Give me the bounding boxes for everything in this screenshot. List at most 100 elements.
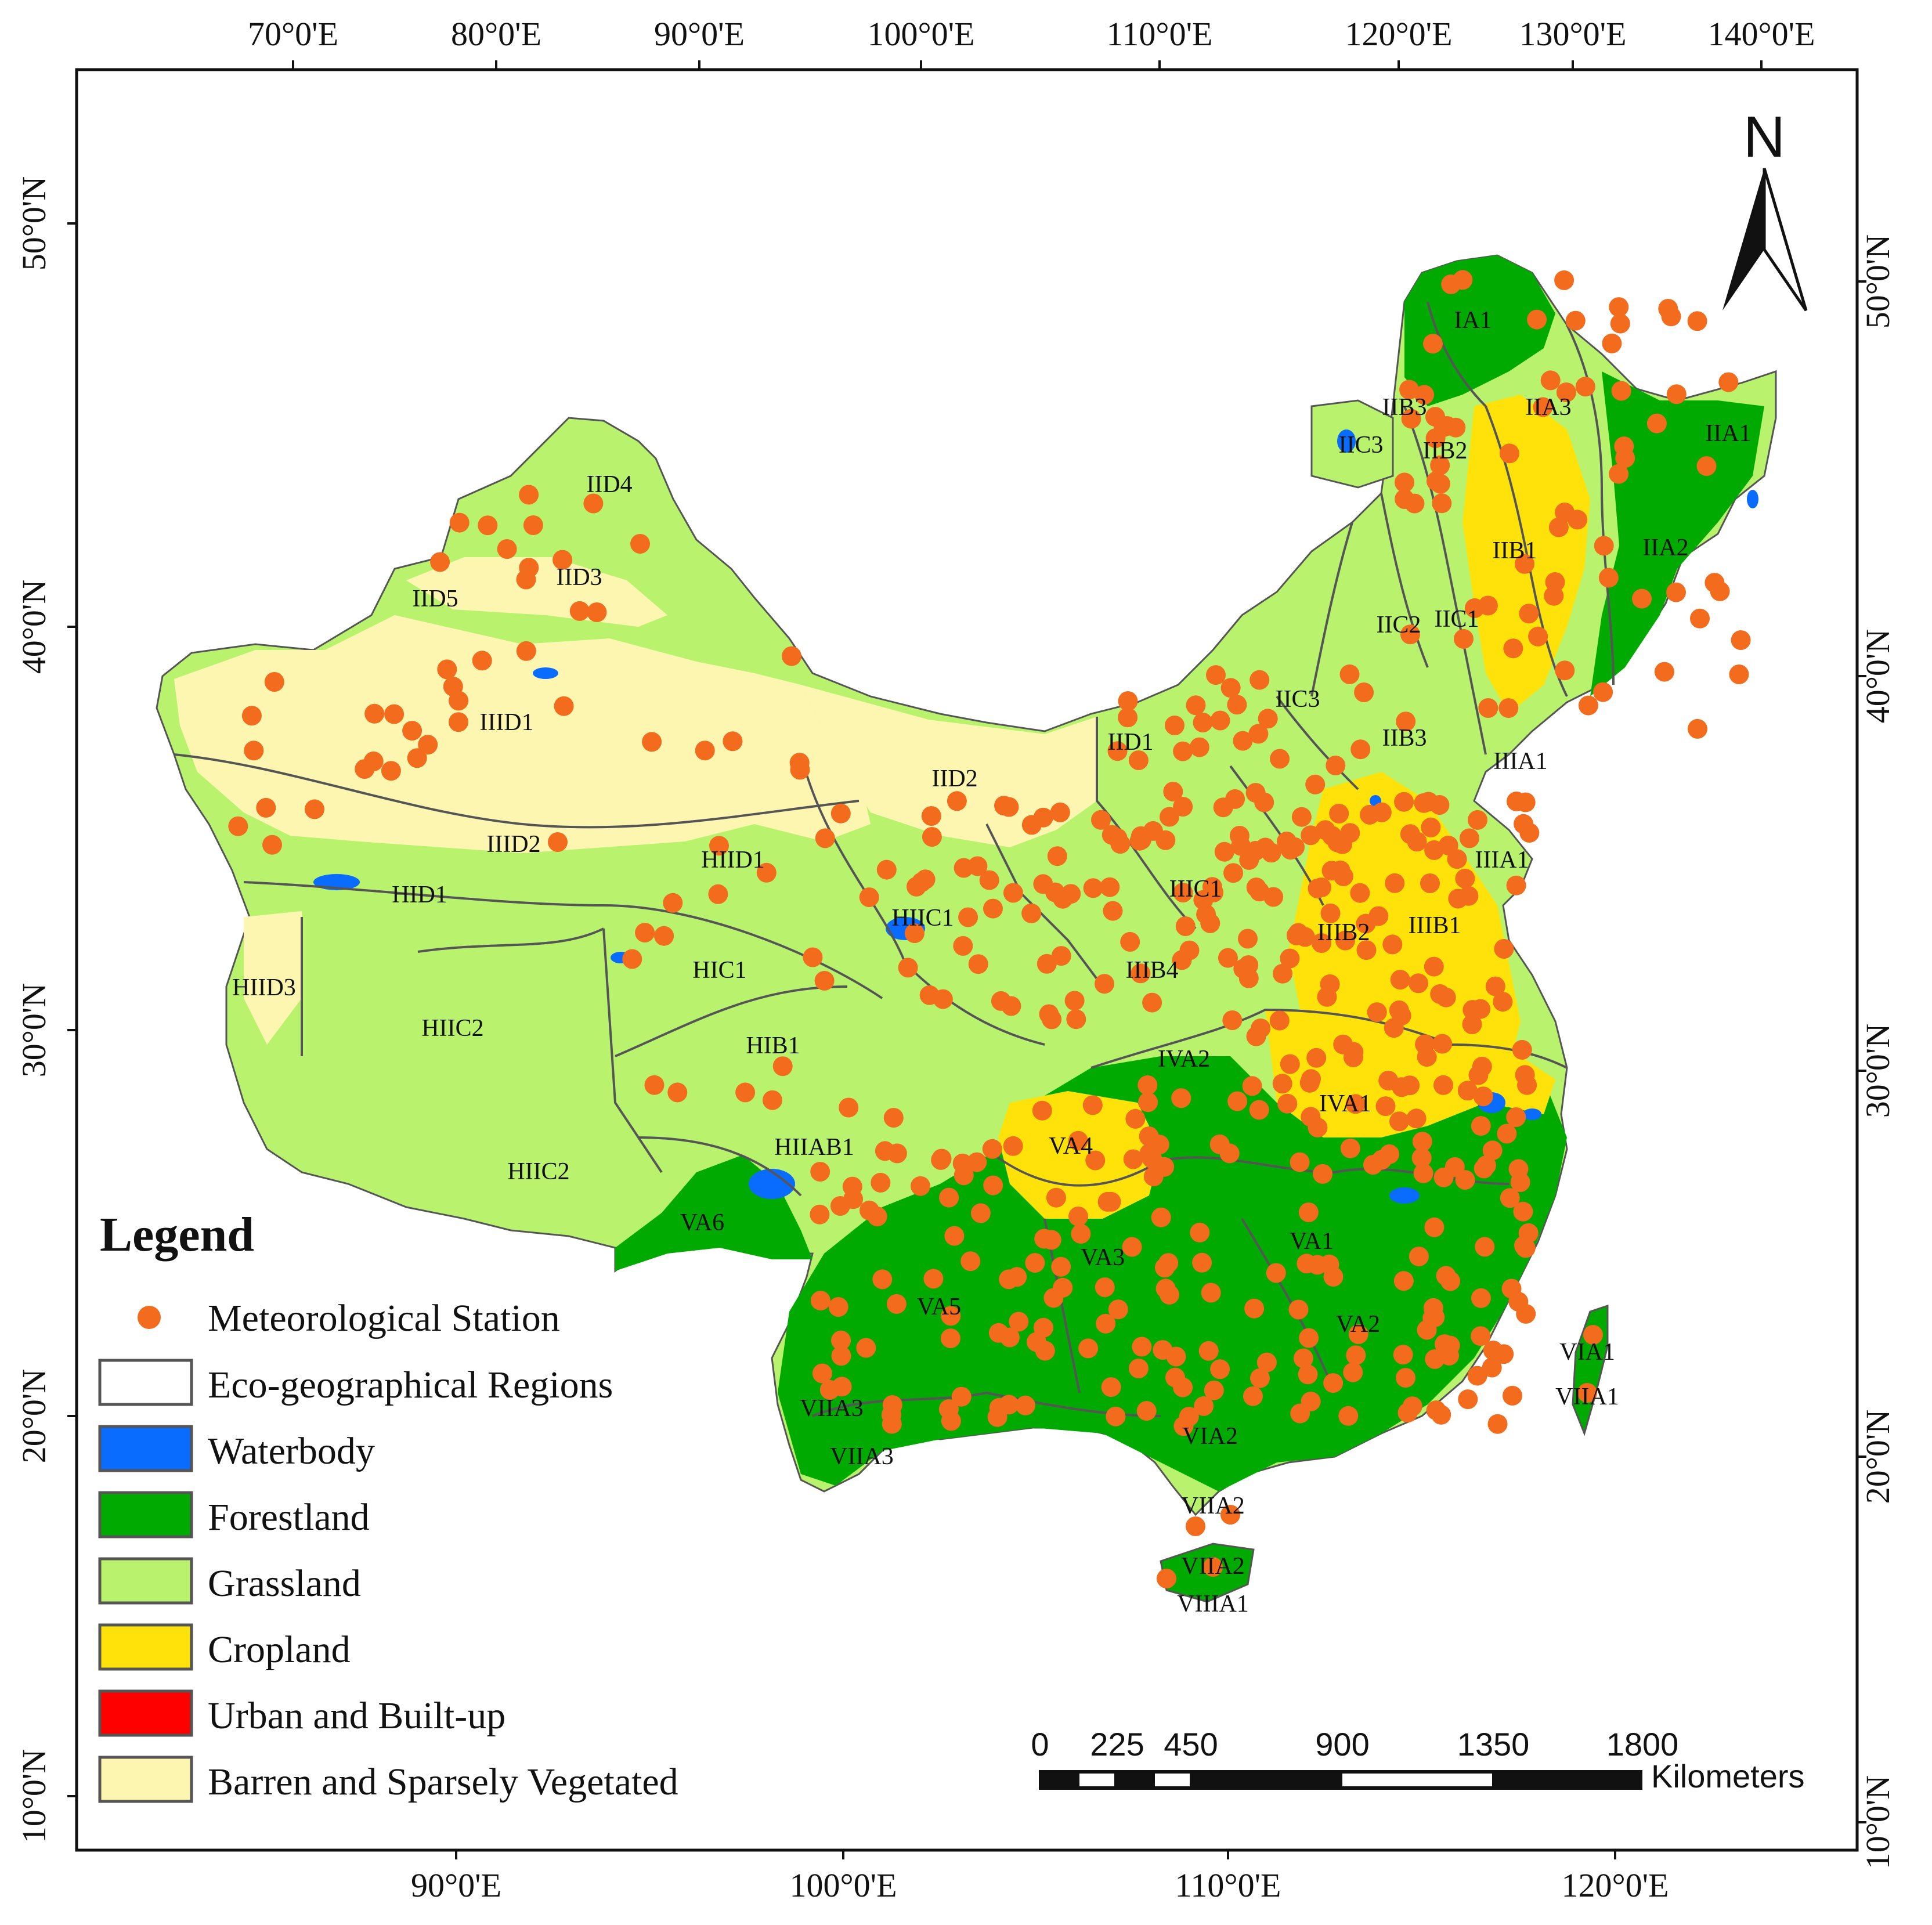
station-point [1220,1505,1240,1525]
station-point [1632,588,1652,609]
legend-item-forestland: Forestland [208,1496,370,1538]
station-point [1155,830,1176,850]
station-point [856,1338,876,1358]
station-point [814,970,835,991]
right-lat-label: 40°0'N [1859,629,1897,724]
station-point [1430,455,1450,475]
station-point [1242,1076,1262,1096]
station-point [642,732,662,752]
station-point [1413,1163,1433,1183]
station-point [262,835,282,855]
station-point [1246,877,1266,898]
station-point [1171,1088,1191,1108]
right-lat-label: 10°0'N [1859,1775,1897,1870]
station-point [635,923,655,943]
station-point [1420,873,1440,893]
station-point [1173,741,1193,761]
station-point [1301,1391,1321,1411]
station-point [923,1269,944,1289]
station-point [1554,270,1575,290]
region-label: IIID2 [486,831,540,858]
scale-label-1800: 1800 [1606,1726,1679,1763]
right-lat-label: 20°0'N [1859,1410,1897,1504]
region-label: HIID1 [701,847,765,873]
station-point [1646,413,1667,434]
station-point [1301,1107,1321,1127]
station-point [1123,1149,1143,1169]
legend-urban-swatch [98,1689,193,1737]
station-point [1393,1345,1413,1365]
station-point [1258,709,1278,729]
station-point [667,1082,688,1103]
station-point [1157,1569,1176,1588]
station-point [1435,1334,1454,1355]
station-point [933,989,953,1009]
station-point [644,1075,665,1095]
bottom-lon-label: 90°0'E [411,1866,501,1904]
station-point [832,1377,852,1397]
station-point [1312,933,1331,953]
station-point [1424,1217,1445,1237]
station-point [1173,797,1193,817]
station-point [1340,823,1360,843]
station-point [735,1082,756,1103]
station-point [1101,1191,1121,1212]
station-point [1269,1010,1290,1031]
station-point [1389,1111,1409,1132]
station-point [1131,826,1151,846]
station-point [1436,1266,1456,1286]
top-lon-label: 80°0'E [451,15,541,53]
station-point [1432,1034,1453,1054]
station-point [723,731,743,752]
station-point [982,1139,1002,1159]
station-point [1474,1158,1494,1179]
station-point [1406,1108,1427,1129]
station-point [1514,814,1534,834]
station-point [1193,713,1213,732]
station-point [1266,1263,1286,1283]
station-point [1457,1081,1478,1101]
station-point [1042,1009,1062,1030]
station-point [1424,956,1444,977]
station-point [1478,595,1498,616]
station-point [1455,1170,1475,1190]
station-point [1103,901,1123,921]
region-label: HIIC1 [891,905,954,931]
station-point [931,1150,951,1170]
station-point [1339,664,1360,684]
station-point [1229,826,1250,846]
station-point [983,1175,1003,1196]
region-label: IIID1 [479,709,533,736]
station-point [907,876,926,897]
barren-north [801,685,1097,847]
station-point [554,696,574,716]
station-point [1397,1403,1418,1423]
north-arrow-label: N [1743,104,1785,169]
scale-label-225: 225 [1090,1726,1144,1763]
station-point [790,760,810,780]
station-point [449,512,470,533]
station-point [1426,1400,1446,1421]
station-point [1238,968,1259,988]
station-point [1338,1406,1359,1426]
legend-item-station: Meteorological Station [208,1297,560,1339]
station-point [1204,1380,1224,1400]
station-point [921,806,941,826]
region-label: IIIB1 [1409,912,1461,939]
station-point [1611,381,1631,401]
station-point [1179,1407,1199,1426]
station-point [1100,877,1120,897]
station-point [1556,382,1576,402]
station-point [951,1386,972,1407]
station-point [228,816,248,836]
station-point [1308,879,1328,898]
station-point [762,1090,782,1110]
station-point [1220,678,1241,698]
region-label: HID1 [392,882,447,908]
region-label: IID4 [586,471,632,498]
station-point [1051,946,1071,966]
station-point [1277,831,1297,851]
station-point [1497,1124,1517,1144]
station-point [1122,1237,1142,1257]
